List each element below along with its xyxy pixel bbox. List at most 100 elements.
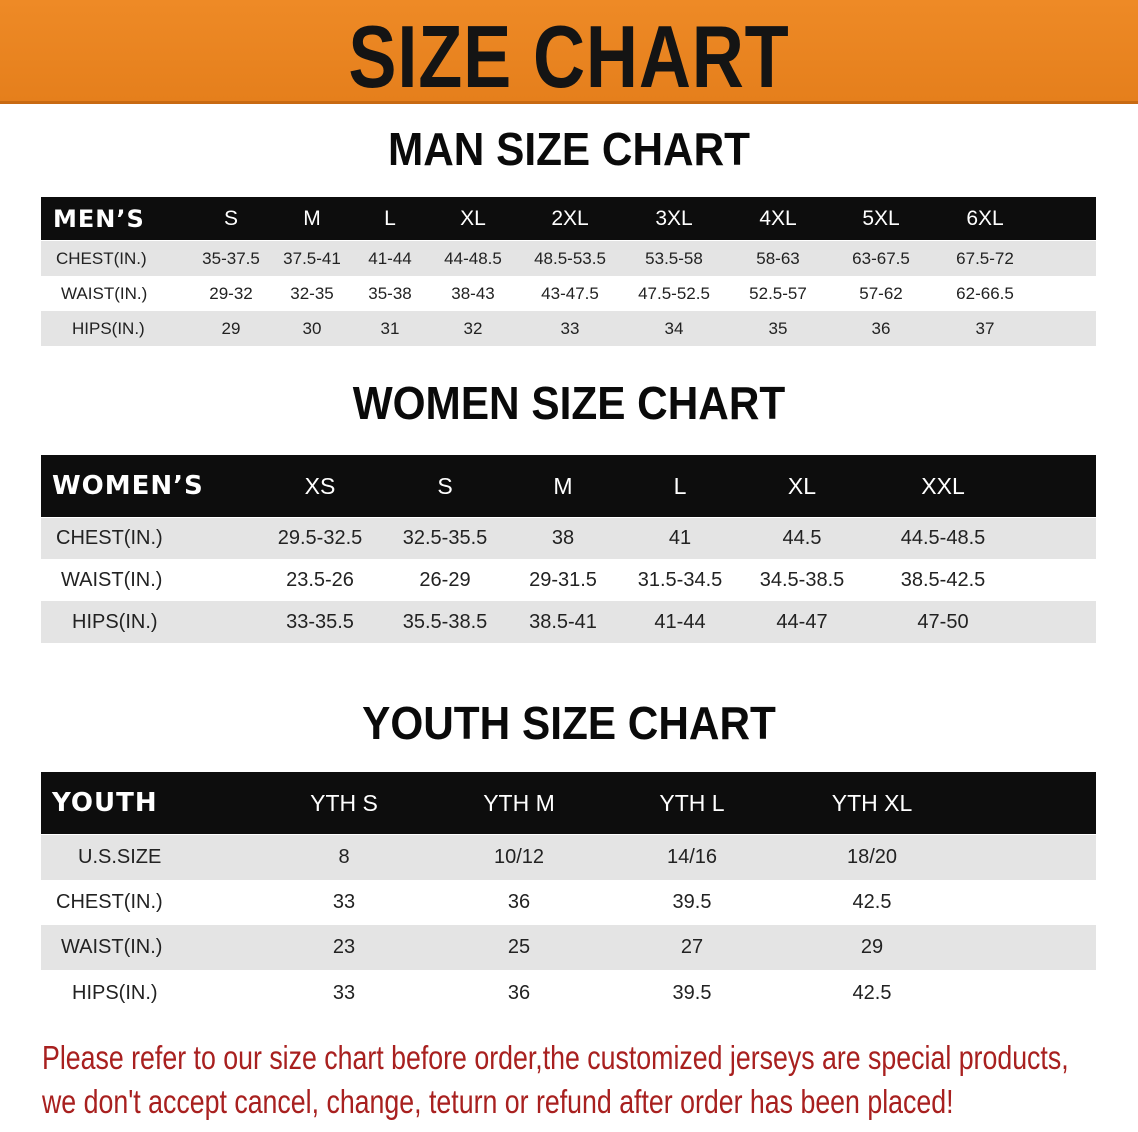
table-row: HIPS(IN.) 33 36 39.5 42.5 <box>41 970 1096 1016</box>
size-header: XS <box>304 472 336 499</box>
table-cell: 35-37.5 <box>202 248 260 268</box>
table-cell: 35.5-38.5 <box>402 610 488 633</box>
size-header: 2XL <box>551 206 589 230</box>
table-cell: 35 <box>768 318 788 338</box>
table-cell: 29.5-32.5 <box>277 527 363 549</box>
table-cell: 31 <box>380 318 400 338</box>
size-header: XXL <box>921 472 965 499</box>
table-cell: 38.5-42.5 <box>900 568 986 591</box>
table-cell: 29 <box>860 936 884 958</box>
table-cell: 52.5-57 <box>749 283 807 303</box>
table-cell: 32.5-35.5 <box>402 527 488 549</box>
table-cell: 31.5-34.5 <box>637 568 723 591</box>
women-header-row: WOMEN’S XS S M L XL XXL <box>41 455 1096 517</box>
size-header: M <box>303 206 321 230</box>
table-row: WAIST(IN.) 23.5-26 26-29 29-31.5 31.5-34.5 34… <box>41 559 1096 601</box>
table-cell: 36 <box>507 981 531 1004</box>
size-header: XL <box>460 206 486 230</box>
table-cell: 23 <box>332 936 356 958</box>
table-cell: 39.5 <box>672 981 712 1004</box>
table-cell: 29 <box>221 318 241 338</box>
youth-section-title: YOUTH SIZE CHART <box>362 697 776 749</box>
row-label: WAIST(IN.) <box>61 283 148 303</box>
size-header: 4XL <box>759 206 797 230</box>
table-cell: 32-35 <box>290 283 334 303</box>
table-cell: 26-29 <box>419 568 471 591</box>
notice-line-1: Please refer to our size chart before or… <box>42 1039 1069 1076</box>
table-cell: 35-38 <box>368 283 412 303</box>
size-header: 3XL <box>655 206 693 230</box>
row-label: HIPS(IN.) <box>72 318 145 338</box>
table-cell: 62-66.5 <box>956 283 1014 303</box>
size-header: YTH L <box>659 789 725 816</box>
table-row: CHEST(IN.) 33 36 39.5 42.5 <box>41 880 1096 925</box>
table-cell: 36 <box>507 891 531 913</box>
table-cell: 37 <box>975 318 995 338</box>
youth-header-row: YOUTH YTH S YTH M YTH L YTH XL <box>41 772 1096 834</box>
table-cell: 29-32 <box>209 283 253 303</box>
men-header-row: MEN’S S M L XL 2XL 3XL 4XL 5XL 6XL <box>41 197 1096 240</box>
table-cell: 41-44 <box>654 610 706 633</box>
row-label: CHEST(IN.) <box>56 891 163 913</box>
table-cell: 42.5 <box>852 891 892 913</box>
table-cell: 47-50 <box>917 610 969 633</box>
table-cell: 44-48.5 <box>444 248 502 268</box>
table-row: HIPS(IN.) 33-35.5 35.5-38.5 38.5-41 41-44 44-… <box>41 601 1096 643</box>
row-label: HIPS(IN.) <box>72 981 158 1004</box>
table-cell: 29-31.5 <box>529 568 597 591</box>
men-section-title: MAN SIZE CHART <box>387 123 751 175</box>
size-header: YTH M <box>483 789 555 816</box>
table-cell: 43-47.5 <box>541 283 599 303</box>
men-header-label: MEN’S <box>53 204 145 233</box>
table-cell: 25 <box>507 936 531 958</box>
table-cell: 53.5-58 <box>645 248 703 268</box>
table-cell: 23.5-26 <box>286 568 354 591</box>
table-row: WAIST(IN.) 29-32 32-35 35-38 38-43 43-47.5 47.… <box>41 276 1096 311</box>
table-cell: 63-67.5 <box>852 248 910 268</box>
table-row: CHEST(IN.) 35-37.5 37.5-41 41-44 44-48.5 48.5… <box>41 241 1096 276</box>
row-label: CHEST(IN.) <box>56 527 163 549</box>
table-cell: 57-62 <box>859 283 903 303</box>
table-row: HIPS(IN.) 29 30 31 32 33 34 35 36 37 <box>41 311 1096 346</box>
table-cell: 8 <box>338 846 350 868</box>
table-cell: 33-35.5 <box>286 610 354 633</box>
size-header: YTH S <box>310 789 378 816</box>
order-notice: Please refer to our size chart before or… <box>42 1036 1095 1124</box>
women-header-label: WOMEN’S <box>52 471 204 501</box>
notice-line-2: we don't accept cancel, change, teturn o… <box>42 1083 954 1120</box>
table-cell: 37.5-41 <box>283 248 341 268</box>
size-header: 5XL <box>862 206 900 230</box>
table-cell: 42.5 <box>852 981 892 1004</box>
size-header: L <box>384 206 396 230</box>
table-cell: 38.5-41 <box>529 610 597 633</box>
row-label: WAIST(IN.) <box>61 936 163 958</box>
table-cell: 18/20 <box>846 846 898 868</box>
row-label: HIPS(IN.) <box>72 610 158 633</box>
size-header: S <box>437 472 453 499</box>
size-header: S <box>223 206 239 230</box>
table-cell: 41 <box>668 527 692 549</box>
size-header: 6XL <box>966 206 1004 230</box>
table-cell: 67.5-72 <box>956 248 1014 268</box>
size-chart-banner: SIZE CHART <box>0 0 1138 106</box>
table-cell: 48.5-53.5 <box>534 248 606 268</box>
table-cell: 44.5 <box>782 527 822 549</box>
size-header: M <box>553 472 573 499</box>
table-cell: 32 <box>463 318 483 338</box>
table-cell: 33 <box>332 981 356 1004</box>
table-cell: 41-44 <box>368 248 412 268</box>
table-cell: 58-63 <box>756 248 800 268</box>
size-header: YTH XL <box>831 789 913 816</box>
size-header: L <box>673 472 687 499</box>
row-label: CHEST(IN.) <box>56 248 147 268</box>
table-cell: 47.5-52.5 <box>638 283 710 303</box>
table-row: WAIST(IN.) 23 25 27 29 <box>41 925 1096 970</box>
size-header: XL <box>787 472 817 499</box>
table-cell: 34.5-38.5 <box>759 568 845 591</box>
table-cell: 30 <box>302 318 322 338</box>
table-cell: 33 <box>560 318 580 338</box>
table-cell: 10/12 <box>493 846 545 868</box>
women-section-title: WOMEN SIZE CHART <box>352 377 786 429</box>
table-cell: 14/16 <box>666 846 718 868</box>
table-row: U.S.SIZE 8 10/12 14/16 18/20 <box>41 835 1096 880</box>
